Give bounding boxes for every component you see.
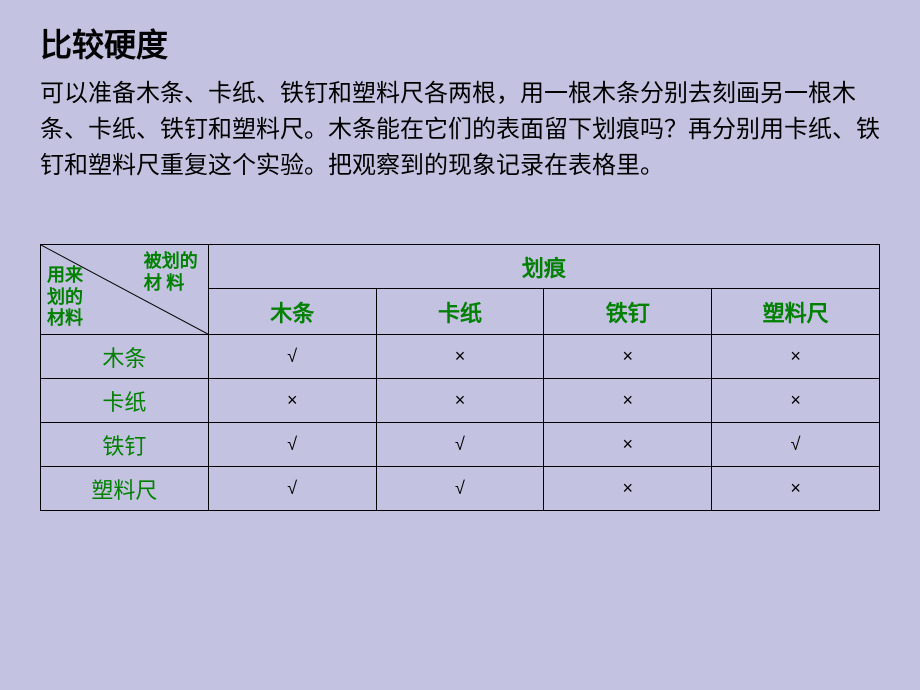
table-cell: ×: [712, 335, 880, 379]
row-header-2: 铁钉: [41, 423, 209, 467]
table-cell: ×: [376, 379, 544, 423]
table-row: 铁钉 √ √ × √: [41, 423, 880, 467]
col-header-3: 塑料尺: [712, 289, 880, 335]
table-cell: ×: [544, 467, 712, 511]
diag-top-label: 被划的材 料: [144, 251, 198, 294]
row-header-1: 卡纸: [41, 379, 209, 423]
table-cell: ×: [376, 335, 544, 379]
description-text: 可以准备木条、卡纸、铁钉和塑料尺各两根，用一根木条分别去刻画另一根木条、卡纸、铁…: [40, 76, 880, 184]
diagonal-header: 被划的材 料 用来划的材料: [41, 245, 209, 335]
row-header-0: 木条: [41, 335, 209, 379]
table-cell: √: [376, 423, 544, 467]
table-cell: ×: [712, 467, 880, 511]
table-cell: √: [712, 423, 880, 467]
table-cell: √: [208, 423, 376, 467]
table-row: 卡纸 × × × ×: [41, 379, 880, 423]
diag-bottom-label: 用来划的材料: [47, 265, 83, 330]
table-cell: ×: [712, 379, 880, 423]
table-cell: ×: [208, 379, 376, 423]
row-header-3: 塑料尺: [41, 467, 209, 511]
table-cell: √: [376, 467, 544, 511]
col-header-1: 卡纸: [376, 289, 544, 335]
table-cell: ×: [544, 379, 712, 423]
table-cell: √: [208, 467, 376, 511]
table-cell: ×: [544, 335, 712, 379]
hardness-table: 被划的材 料 用来划的材料 划痕 木条 卡纸 铁钉 塑料尺 木条 √ × × ×…: [40, 244, 880, 511]
main-column-header: 划痕: [208, 245, 879, 289]
page-title: 比较硬度: [40, 20, 880, 66]
table-row: 塑料尺 √ √ × ×: [41, 467, 880, 511]
table-row: 木条 √ × × ×: [41, 335, 880, 379]
col-header-0: 木条: [208, 289, 376, 335]
table-cell: ×: [544, 423, 712, 467]
col-header-2: 铁钉: [544, 289, 712, 335]
table-cell: √: [208, 335, 376, 379]
